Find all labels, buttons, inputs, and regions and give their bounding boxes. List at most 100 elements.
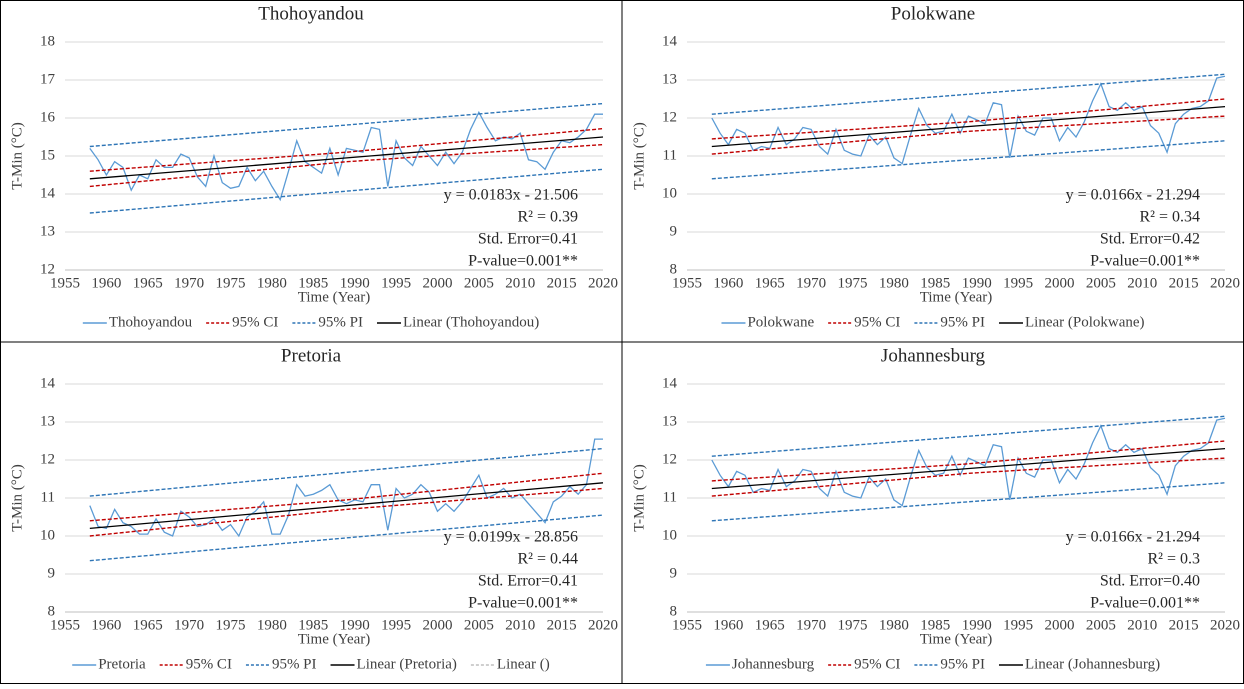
x-tick-label: 2020 bbox=[1210, 617, 1240, 633]
x-tick-label: 1955 bbox=[50, 617, 80, 633]
x-tick-label: 2020 bbox=[588, 275, 618, 291]
y-tick-label: 10 bbox=[40, 527, 55, 543]
legend-label: 95% PI bbox=[272, 656, 317, 672]
y-tick-label: 13 bbox=[662, 71, 677, 87]
series-line bbox=[89, 110, 603, 202]
series-line bbox=[711, 98, 1226, 140]
y-tick-label: 14 bbox=[40, 375, 56, 391]
legend-label: Johannesburg bbox=[732, 656, 815, 672]
y-tick-label: 17 bbox=[40, 71, 56, 87]
series-line bbox=[711, 73, 1226, 115]
annotation: R² = 0.3 bbox=[1148, 551, 1201, 568]
legend-label: Linear (Polokwane) bbox=[1025, 314, 1145, 330]
x-tick-label: 2010 bbox=[505, 617, 535, 633]
annotation: y = 0.0166x - 21.294 bbox=[1066, 529, 1200, 546]
series-line bbox=[711, 140, 1226, 180]
series-line bbox=[89, 136, 604, 180]
x-tick-label: 2000 bbox=[422, 275, 452, 291]
chart-title: Johannesburg bbox=[881, 345, 986, 366]
x-tick-label: 2015 bbox=[1169, 617, 1199, 633]
x-tick-label: 2005 bbox=[1086, 617, 1116, 633]
series-line bbox=[711, 75, 1226, 165]
legend-label: Linear (Johannesburg) bbox=[1025, 656, 1160, 672]
y-tick-label: 14 bbox=[40, 185, 56, 201]
y-tick-label: 9 bbox=[670, 223, 678, 239]
legend-label: Linear (Pretoria) bbox=[357, 656, 457, 672]
x-tick-label: 1990 bbox=[962, 617, 992, 633]
x-tick-label: 1980 bbox=[257, 275, 287, 291]
x-tick-label: 1965 bbox=[755, 617, 785, 633]
y-tick-label: 15 bbox=[40, 147, 55, 163]
series-line bbox=[711, 457, 1226, 497]
series-line bbox=[711, 115, 1226, 155]
x-tick-label: 1975 bbox=[216, 617, 246, 633]
annotation: R² = 0.39 bbox=[518, 209, 579, 226]
x-tick-label: 2005 bbox=[1086, 275, 1116, 291]
legend: Polokwane 95% CI 95% PI Linear (Polokwane) bbox=[721, 314, 1145, 330]
series-line bbox=[711, 447, 1226, 490]
x-tick-label: 2005 bbox=[464, 617, 494, 633]
y-axis-label: T-Min (°C) bbox=[9, 464, 25, 532]
y-tick-label: 10 bbox=[662, 527, 677, 543]
x-tick-label: 2000 bbox=[1044, 275, 1074, 291]
y-tick-label: 12 bbox=[40, 261, 55, 277]
series-line bbox=[711, 105, 1226, 148]
annotation: y = 0.0183x - 21.506 bbox=[444, 187, 578, 204]
x-tick-label: 1970 bbox=[796, 617, 826, 633]
legend-label: Thohoyandou bbox=[109, 314, 193, 330]
series-line bbox=[89, 472, 604, 522]
x-tick-label: 2005 bbox=[464, 275, 494, 291]
legend-label: Pretoria bbox=[98, 656, 146, 672]
x-tick-label: 1990 bbox=[340, 275, 370, 291]
series-line bbox=[89, 487, 604, 537]
x-tick-label: 1975 bbox=[838, 275, 868, 291]
y-tick-label: 9 bbox=[48, 565, 56, 581]
y-tick-label: 14 bbox=[662, 33, 678, 49]
chart-title: Polokwane bbox=[891, 3, 975, 24]
panel: Pretoria 8 9 10 11 12 13 14 1955 1960 1965 1970 1975… bbox=[9, 345, 618, 672]
x-tick-label: 1995 bbox=[1003, 275, 1033, 291]
legend-label: Linear (Thohoyandou) bbox=[403, 314, 539, 330]
x-tick-label: 1970 bbox=[174, 617, 204, 633]
x-tick-label: 2000 bbox=[1044, 617, 1074, 633]
y-tick-label: 8 bbox=[48, 603, 56, 619]
series-line bbox=[89, 143, 604, 188]
x-axis-label: Time (Year) bbox=[298, 631, 371, 647]
legend-label: 95% PI bbox=[940, 314, 985, 330]
y-tick-label: 9 bbox=[670, 565, 678, 581]
y-axis-label: T-Min (°C) bbox=[631, 464, 647, 532]
y-tick-label: 13 bbox=[40, 223, 55, 239]
y-tick-label: 10 bbox=[662, 185, 677, 201]
y-tick-label: 11 bbox=[41, 489, 55, 505]
y-tick-label: 11 bbox=[663, 489, 677, 505]
legend-label: 95% CI bbox=[854, 314, 900, 330]
x-tick-label: 1960 bbox=[713, 275, 743, 291]
x-tick-label: 1970 bbox=[796, 275, 826, 291]
panel: Polokwane 8 9 10 11 12 13 14 1955 1960 1965 1970 197… bbox=[631, 3, 1240, 330]
x-tick-label: 1960 bbox=[91, 617, 121, 633]
y-axis-label: T-Min (°C) bbox=[631, 122, 647, 190]
x-tick-label: 1990 bbox=[340, 617, 370, 633]
x-tick-label: 2010 bbox=[1127, 617, 1157, 633]
x-tick-label: 2020 bbox=[1210, 275, 1240, 291]
annotation: Std. Error=0.41 bbox=[478, 573, 578, 590]
series-line bbox=[89, 168, 604, 214]
x-tick-label: 1960 bbox=[713, 617, 743, 633]
x-tick-label: 2010 bbox=[1127, 275, 1157, 291]
x-tick-label: 1965 bbox=[133, 617, 163, 633]
x-tick-label: 1985 bbox=[920, 275, 950, 291]
x-tick-label: 1980 bbox=[879, 617, 909, 633]
y-tick-label: 12 bbox=[40, 451, 55, 467]
legend-label: 95% PI bbox=[318, 314, 363, 330]
annotation: P-value=0.001** bbox=[1090, 253, 1200, 270]
legend: Pretoria 95% CI 95% PI Linear (Pretoria) Lin… bbox=[72, 656, 550, 672]
x-tick-label: 1990 bbox=[962, 275, 992, 291]
legend: Thohoyandou 95% CI 95% PI Linear (Thohoyand… bbox=[82, 314, 539, 330]
series-line bbox=[711, 417, 1226, 507]
annotation: Std. Error=0.42 bbox=[1100, 231, 1200, 248]
series-line bbox=[711, 415, 1226, 457]
x-tick-label: 1980 bbox=[257, 617, 287, 633]
chart-title: Pretoria bbox=[281, 345, 342, 366]
annotation: R² = 0.44 bbox=[518, 551, 579, 568]
y-tick-label: 13 bbox=[662, 413, 677, 429]
